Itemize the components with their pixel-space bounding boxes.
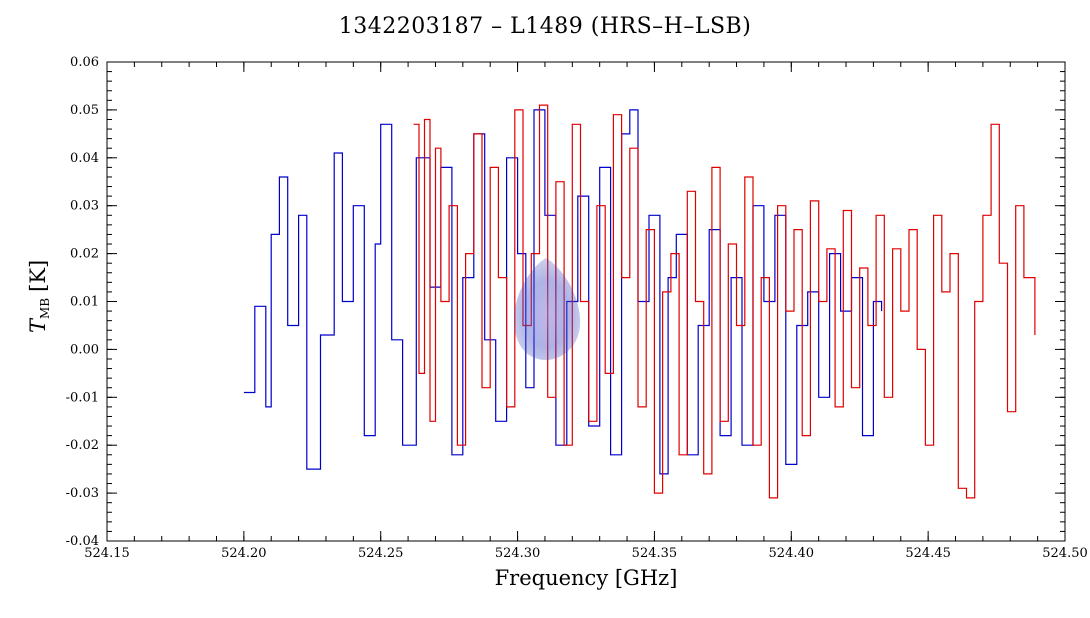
x-axis-label: Frequency [GHz] [494,566,678,590]
x-tick-label: 524.20 [221,546,267,561]
series-layer [243,104,1036,499]
y-tick-label: 0.06 [70,55,99,70]
watermark-blob [514,258,581,360]
y-tick-label: 0.05 [70,103,99,118]
y-tick-label: 0.03 [70,199,99,214]
y-tick-label: 0.04 [70,151,99,166]
y-axis-label: TMB [K] [26,260,66,333]
y-tick-label: 0.02 [70,247,99,262]
y-tick-label: -0.03 [66,486,99,501]
x-tick-label: 524.15 [84,546,130,561]
y-tick-label: -0.04 [66,534,99,549]
y-axis-subscript: MB [38,297,52,319]
y-tick-label: -0.02 [66,438,99,453]
y-axis-symbol: T [26,318,50,333]
chart-title: 1342203187 – L1489 (HRS–H–LSB) [338,14,752,39]
x-tick-label: 524.25 [358,546,404,561]
x-tick-label: 524.30 [495,546,541,561]
y-tick-label: 0.01 [70,295,99,310]
y-tick-label: 0.00 [70,342,99,357]
x-tick-label: 524.40 [769,546,815,561]
x-tick-label: 524.45 [905,546,951,561]
series-line-1 [413,104,1036,499]
x-tick-label: 524.50 [1042,546,1088,561]
y-axis-unit: [K] [26,259,50,292]
axes-layer: 524.15 524.20 524.25 524.30 524.35 524.40 524.… [66,55,1088,561]
x-tick-label: 524.35 [632,546,678,561]
y-tick-label: -0.01 [66,390,99,405]
